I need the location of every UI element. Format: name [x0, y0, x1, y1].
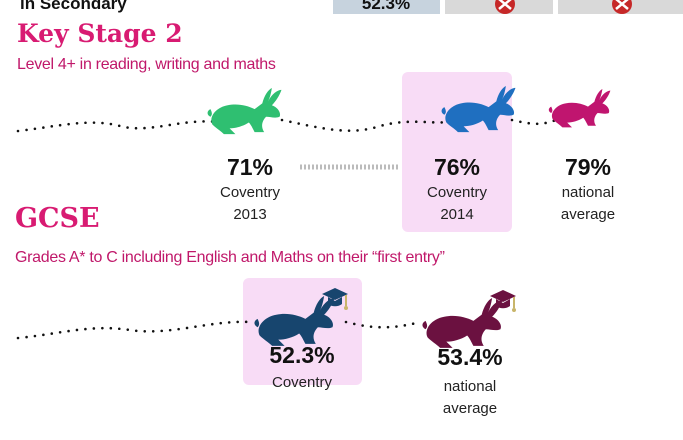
- header-box: [333, 0, 440, 14]
- hare-icon: [548, 89, 611, 128]
- item-label: 2014: [440, 206, 473, 223]
- item-label: national: [562, 184, 615, 201]
- section-subtitle: Grades A* to C including English and Mat…: [15, 249, 445, 266]
- item-value: 52.3%: [269, 342, 334, 368]
- trail: [16, 120, 222, 133]
- hare-icon: [422, 298, 503, 348]
- item-label: 2013: [233, 206, 266, 223]
- item-value: 76%: [434, 154, 480, 180]
- section-title: Key Stage 2: [17, 19, 183, 48]
- trail: [510, 118, 558, 126]
- item-label: average: [443, 400, 497, 417]
- item-label: Coventry: [272, 374, 333, 391]
- header-value: 52.3%: [362, 0, 410, 13]
- cross-icon: [612, 0, 632, 14]
- section-subtitle: Level 4+ in reading, writing and maths: [17, 56, 276, 73]
- header-label: in Secondary: [20, 0, 127, 13]
- item-label: average: [561, 206, 615, 223]
- cross-icon: [495, 0, 515, 14]
- item-label: national: [444, 378, 497, 395]
- trail: [344, 320, 422, 329]
- item-value: 79%: [565, 154, 611, 180]
- item-label: Coventry: [220, 184, 281, 201]
- item-value: 71%: [227, 154, 273, 180]
- item-label: Coventry: [427, 184, 488, 201]
- trail: [16, 320, 252, 340]
- section-title: GCSE: [15, 203, 100, 234]
- item-value: 53.4%: [437, 344, 502, 370]
- hare-icon: [207, 88, 282, 135]
